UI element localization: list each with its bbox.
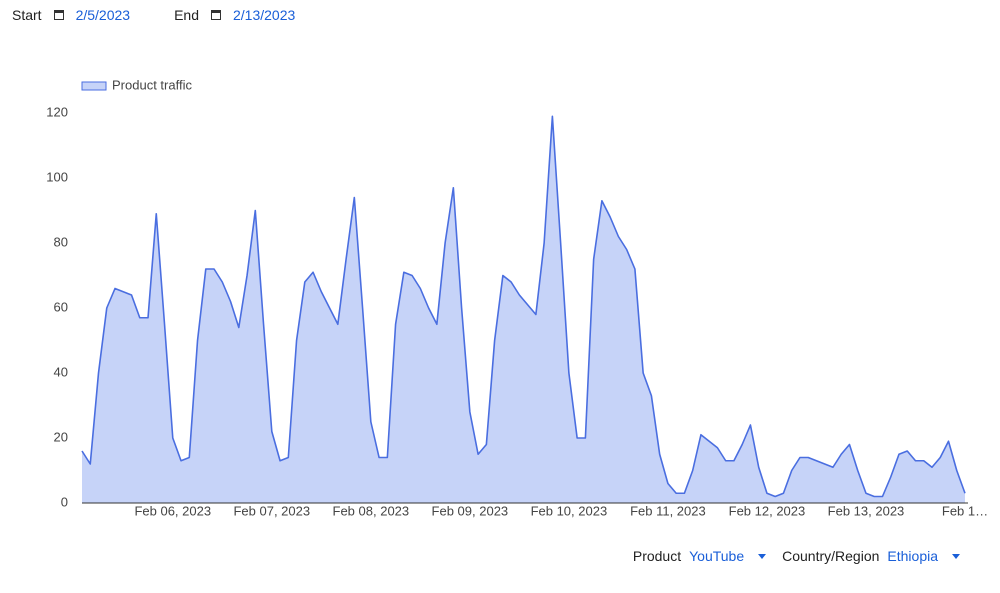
y-tick-label: 0 [61,494,68,509]
x-tick-label: Feb 09, 2023 [432,503,509,518]
end-date[interactable]: 2/13/2023 [233,7,296,23]
x-tick-label: Feb 07, 2023 [233,503,310,518]
country-label: Country/Region [782,548,880,564]
y-tick-label: 120 [46,104,68,119]
start-label: Start [12,7,42,23]
country-dropdown[interactable]: Ethiopia [887,548,938,564]
y-tick-label: 80 [54,234,68,249]
area-fill [82,116,965,503]
y-tick-label: 100 [46,169,68,184]
dropdown-caret[interactable] [758,553,767,559]
x-tick-label: Feb 10, 2023 [531,503,608,518]
x-tick-label: Feb 12, 2023 [729,503,806,518]
product-dropdown[interactable]: YouTube [689,548,745,564]
x-tick-label: Feb 06, 2023 [134,503,211,518]
calendar-icon[interactable] [211,10,221,20]
x-tick-label: Feb 08, 2023 [333,503,410,518]
x-tick-label: Feb 11, 2023 [630,503,706,518]
area-line [81,115,966,498]
date-range: Start 2/5/2023 End 2/13/2023 [12,7,295,23]
y-tick-label: 60 [54,299,68,314]
product-label: Product [632,548,682,564]
y-tick-label: 40 [54,364,68,379]
x-tick-label: Feb 1… [942,503,988,518]
calendar-icon[interactable] [53,10,64,20]
chart: 0 20 40 60 80 100 120 Feb 06, 2023 Feb 07, 2023 F… [46,77,988,518]
x-tick-label: Feb 13, 2023 [828,503,905,518]
legend-label: Product traffic [112,77,192,92]
start-date[interactable]: 2/5/2023 [75,7,131,23]
end-label: End [174,7,199,23]
filters: Product YouTube Country/Region Ethiopia [633,548,968,564]
y-tick-label: 20 [54,429,68,444]
legend-swatch [81,81,107,91]
dropdown-caret[interactable] [952,553,960,559]
